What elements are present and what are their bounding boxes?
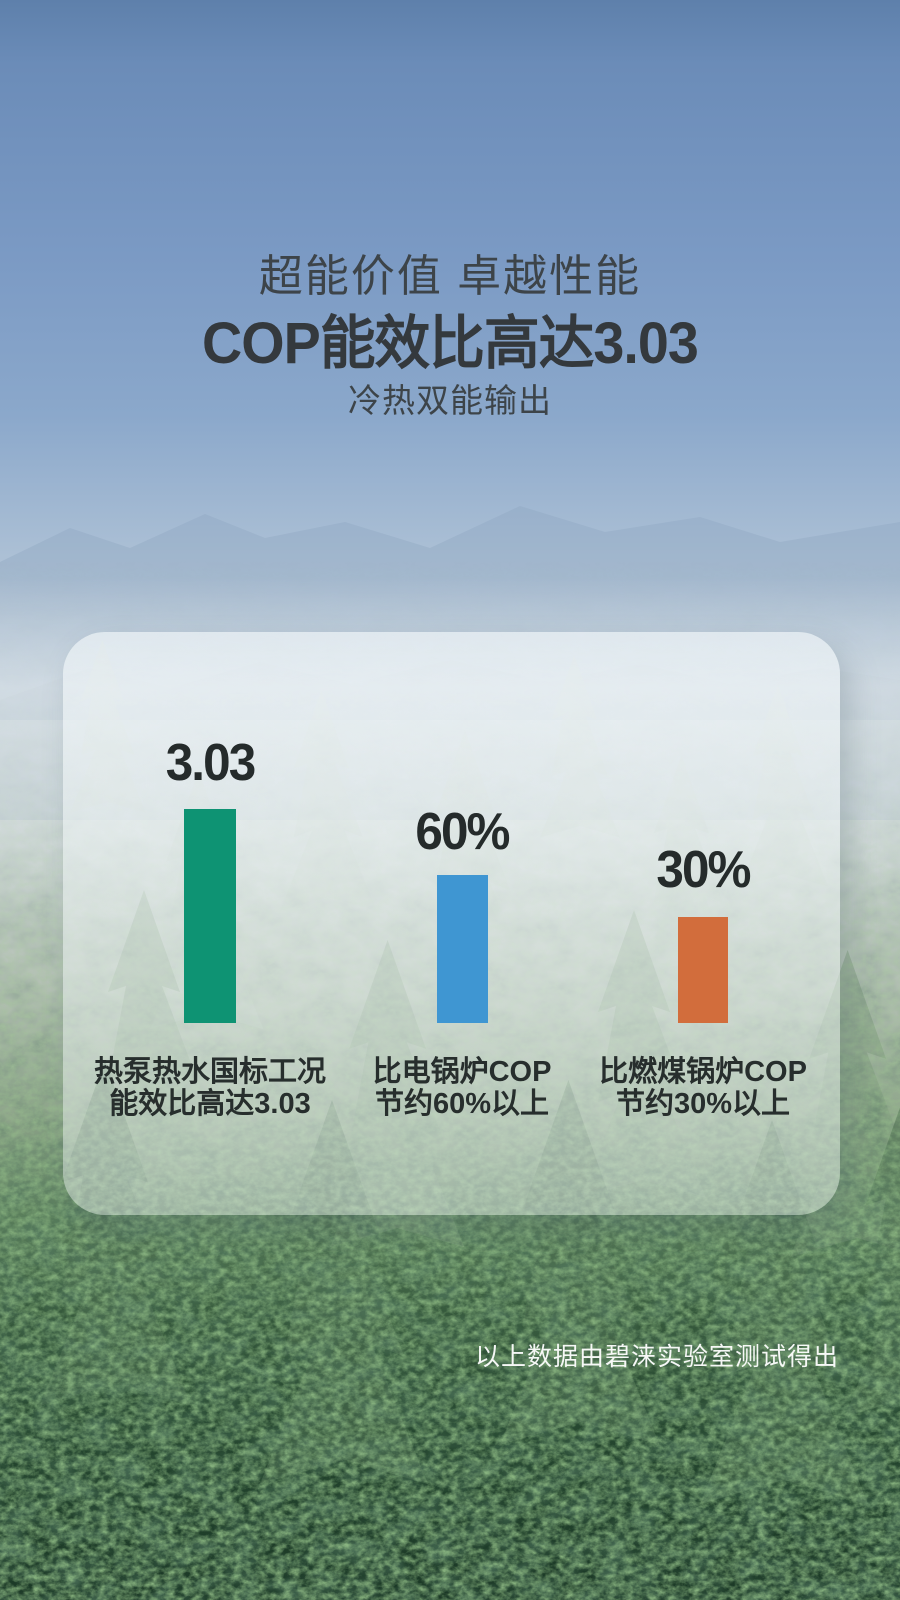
bar-value-label-coal: 30% [656, 841, 751, 899]
header-tagline: 超能价值 卓越性能 [258, 252, 642, 301]
category-line1: 比电锅炉COP [372, 1056, 552, 1088]
bar-value-label-electric: 60% [415, 803, 510, 861]
category-line2: 节约30%以上 [615, 1088, 791, 1120]
category-line2: 节约60%以上 [374, 1088, 550, 1120]
bar-blue-electric [437, 875, 488, 1023]
bar-category-label-coal: 比燃煤锅炉COP 节约30%以上 [523, 1056, 883, 1120]
page-title: COP能效比高达3.03 [202, 311, 699, 376]
bar-green-cop [184, 809, 236, 1023]
bar-category-label-electric: 比电锅炉COP 节约60%以上 [282, 1056, 642, 1120]
lab-test-footnote: 以上数据由碧涞实验室测试得出 [474, 1343, 840, 1371]
header-subtitle: 冷热双能输出 [348, 382, 552, 419]
bar-orange-coal [678, 917, 728, 1023]
category-line1: 热泵热水国标工况 [93, 1056, 326, 1088]
bar-value-label-cop: 3.03 [165, 734, 256, 792]
category-line2: 能效比高达3.03 [109, 1088, 311, 1120]
bar-category-label-cop: 热泵热水国标工况 能效比高达3.03 [30, 1056, 390, 1120]
category-line1: 比燃煤锅炉COP [599, 1056, 807, 1088]
